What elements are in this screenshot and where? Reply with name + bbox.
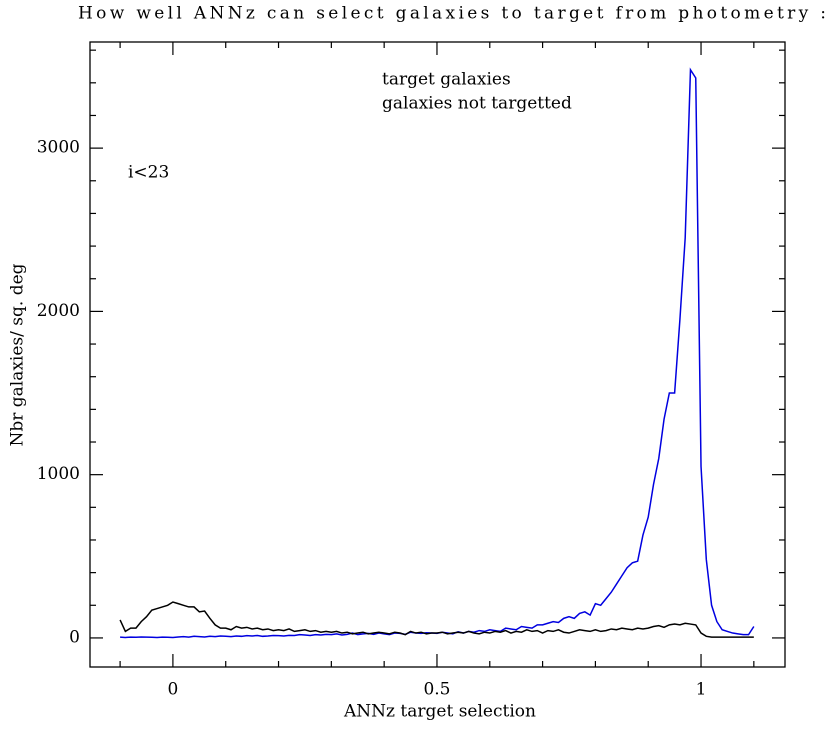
annotation: i<23 [128,163,169,183]
plot-frame [89,41,786,668]
x-tick-label: 0.5 [423,680,450,700]
y-tick-label: 1000 [37,464,80,484]
x-tick-label: 1 [696,680,707,700]
y-tick-label: 0 [69,627,80,647]
y-tick-label: 2000 [37,301,80,321]
series-line [120,67,755,639]
legend-entry: target galaxies [382,70,511,90]
chart-title: How well ANNz can select galaxies to tar… [78,4,826,24]
series-line [119,601,754,638]
x-tick-label: 0 [168,680,179,700]
y-axis-label: Nbr galaxies/ sq. deg [8,263,28,446]
y-tick-label: 3000 [37,138,80,158]
legend-entry: galaxies not targetted [382,94,572,114]
x-axis-label: ANNz target selection [343,702,536,722]
